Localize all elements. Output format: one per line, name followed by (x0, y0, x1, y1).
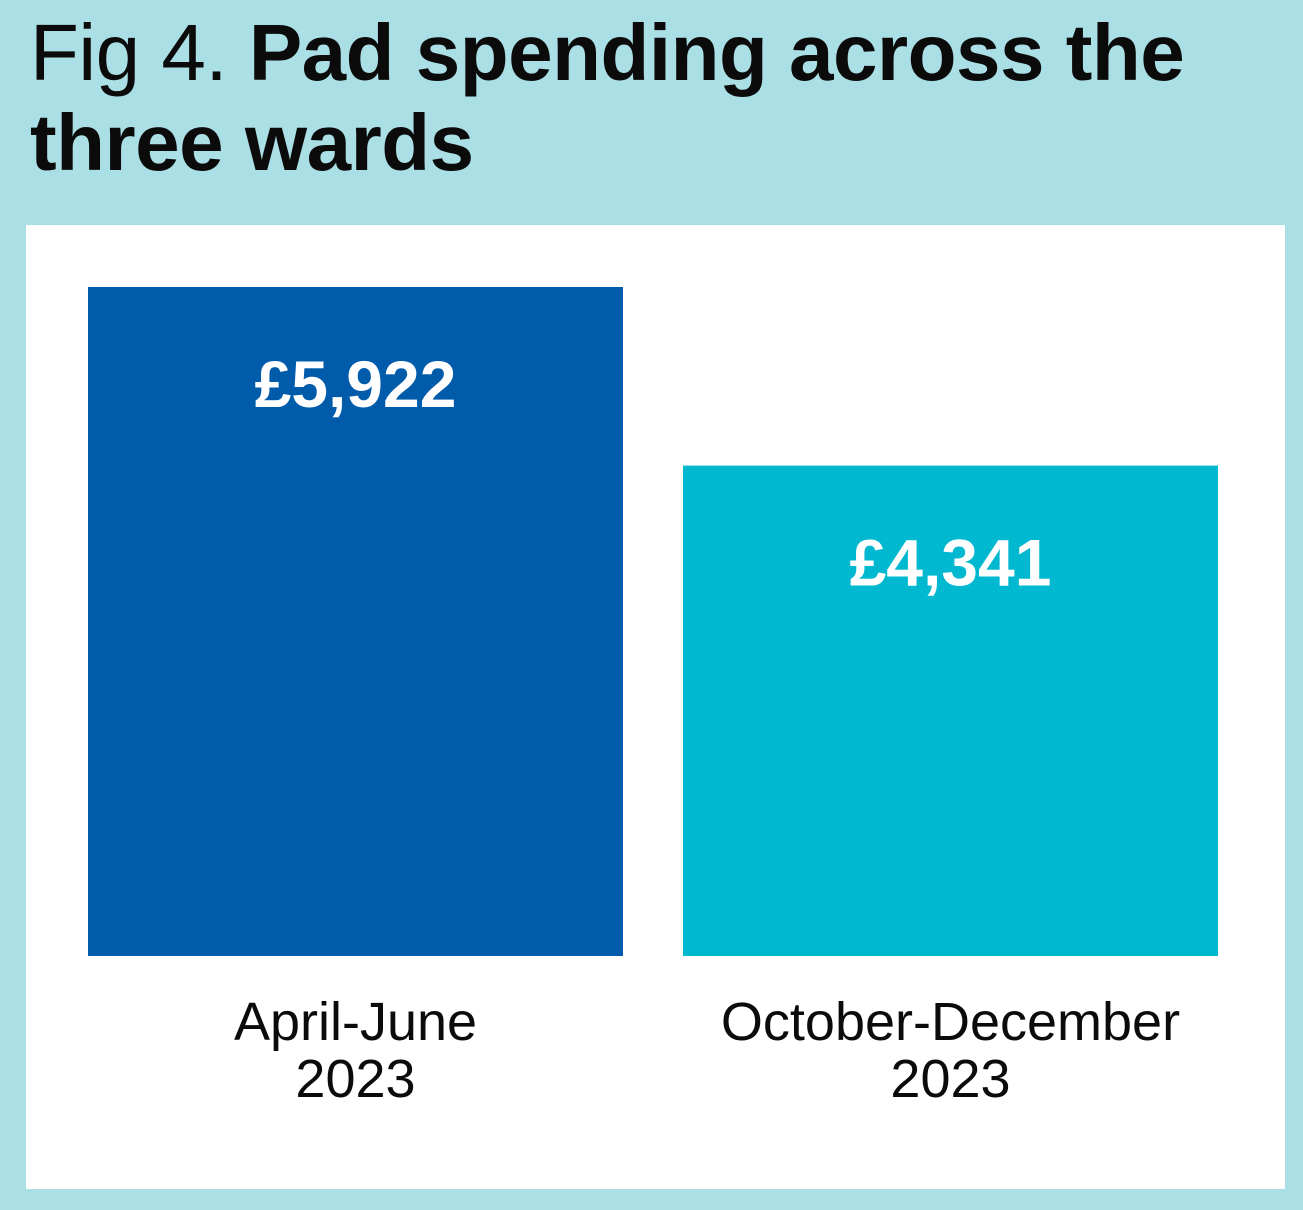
figure-number: Fig 4. (30, 8, 228, 97)
data-label-1: £5,922 (255, 347, 457, 421)
bar-1 (88, 287, 623, 956)
bar-2 (683, 465, 1218, 956)
category-label-1-line-2: 2023 (295, 1049, 415, 1109)
chart-panel: £5,922 April-June 2023 £4,341 October-Decemb… (26, 225, 1285, 1189)
chart-title-text: Pad spending across the three wards (30, 8, 1185, 187)
category-label-1-line-1: April-June (234, 992, 477, 1052)
bar-chart: £5,922April-June2023£4,341October-Decemb… (88, 287, 1218, 1109)
category-label-2-line-1: October-December (721, 992, 1180, 1052)
chart-title: Fig 4. Pad spending across the three war… (30, 8, 1280, 188)
data-label-2: £4,341 (850, 526, 1052, 600)
category-label-2-line-2: 2023 (890, 1049, 1010, 1109)
